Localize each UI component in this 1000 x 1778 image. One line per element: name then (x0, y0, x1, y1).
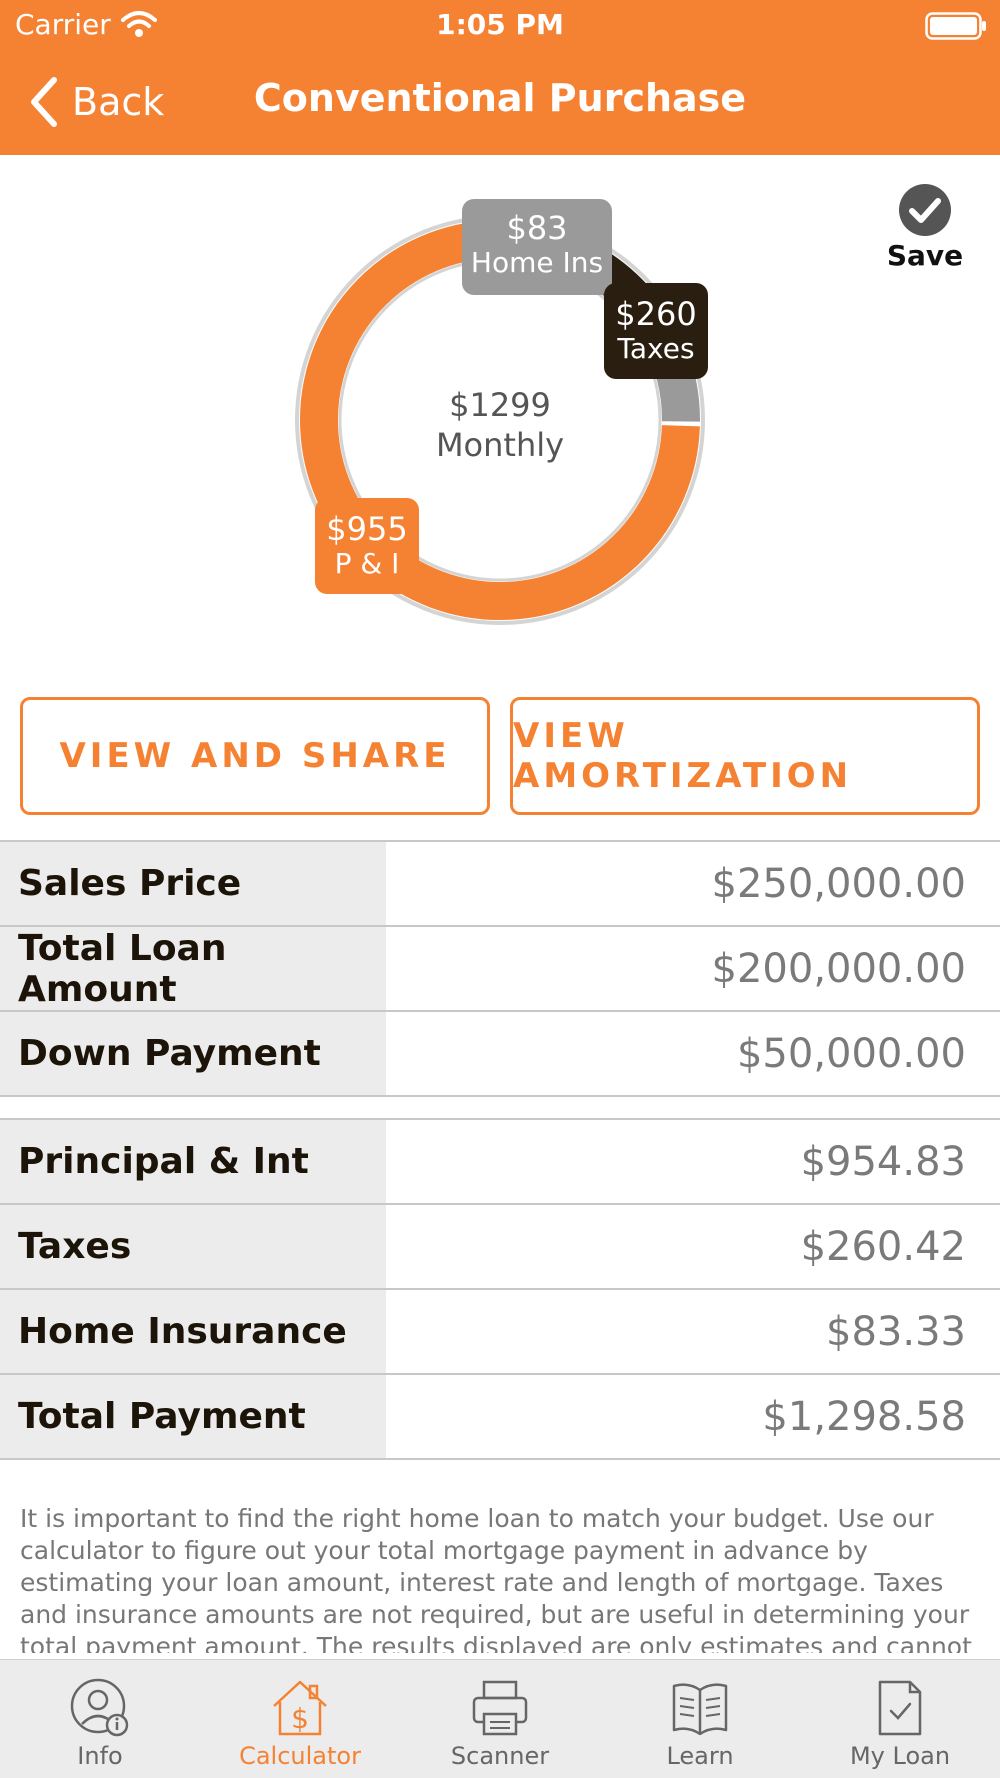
tab-calculator[interactable]: $ Calculator (200, 1660, 400, 1778)
checkmark-circle-icon (899, 184, 951, 236)
back-button[interactable]: Back (28, 74, 164, 130)
chart-label-taxes: $260 Taxes (604, 283, 708, 379)
row-value: $1,298.58 (762, 1393, 966, 1440)
table-row: Total Payment $1,298.58 (0, 1375, 1000, 1460)
chevron-left-icon (31, 77, 57, 127)
page-title: Conventional Purchase (253, 76, 747, 120)
save-label: Save (886, 239, 964, 272)
chart-label-name: P & I (334, 547, 400, 580)
row-value-input[interactable]: $250,000.00 (711, 860, 966, 907)
chart-label-value: $260 (615, 295, 697, 333)
payment-chart: $83 Home Ins $260 Taxes $955 P & I $1299… (0, 155, 1000, 675)
battery-icon (925, 12, 986, 40)
row-value-input[interactable]: $200,000.00 (711, 945, 966, 992)
row-value[interactable]: $954.83 (800, 1138, 966, 1185)
tab-learn[interactable]: Learn (600, 1660, 800, 1778)
tab-label: Scanner (450, 1742, 550, 1770)
row-label: Home Insurance (0, 1290, 386, 1373)
table-row: Total Loan Amount $200,000.00 (0, 927, 1000, 1012)
chart-label-pi: $955 P & I (315, 498, 419, 594)
chart-label-home-ins: $83 Home Ins (462, 199, 612, 295)
chart-label-value: $955 (326, 510, 408, 548)
tab-my-loan[interactable]: My Loan (800, 1660, 1000, 1778)
row-label: Sales Price (0, 842, 386, 925)
chart-center-total: $1299 Monthly (400, 385, 600, 465)
payment-table: Principal & Int $954.83 Taxes $260.42 Ho… (0, 1118, 1000, 1460)
row-label: Down Payment (0, 1012, 386, 1095)
house-dollar-icon: $ (273, 1680, 327, 1736)
row-value[interactable]: $260.42 (800, 1223, 966, 1270)
back-label: Back (72, 80, 165, 124)
save-button[interactable]: Save (880, 183, 970, 272)
row-label: Total Loan Amount (0, 927, 386, 1010)
row-label: Total Payment (0, 1375, 386, 1458)
chart-label-name: Home Ins (470, 246, 604, 279)
chart-label-name: Taxes (617, 332, 695, 365)
row-value-input[interactable]: $50,000.00 (736, 1030, 966, 1077)
tab-bar: Info $ Calculator Scanner (0, 1659, 1000, 1778)
table-row: Taxes $260.42 (0, 1205, 1000, 1290)
svg-text:$: $ (291, 1702, 309, 1735)
table-row: Home Insurance $83.33 (0, 1290, 1000, 1375)
table-row: Down Payment $50,000.00 (0, 1012, 1000, 1097)
view-and-share-button[interactable]: VIEW AND SHARE (20, 697, 490, 815)
tab-scanner[interactable]: Scanner (400, 1660, 600, 1778)
book-icon (672, 1683, 728, 1736)
monthly-total-label: Monthly (435, 426, 565, 464)
wifi-icon (121, 11, 157, 37)
row-label: Principal & Int (0, 1120, 386, 1203)
view-amortization-button[interactable]: VIEW AMORTIZATION (510, 697, 980, 815)
header: Carrier 1:05 PM Back Conventional Purcha… (0, 0, 1000, 155)
clock: 1:05 PM (436, 8, 564, 41)
table-row: Principal & Int $954.83 (0, 1120, 1000, 1205)
printer-icon (472, 1680, 528, 1736)
user-info-icon (70, 1678, 129, 1737)
tab-label: My Loan (849, 1742, 951, 1770)
chart-label-value: $83 (506, 209, 568, 247)
document-check-icon (878, 1680, 922, 1736)
tab-info[interactable]: Info (0, 1660, 200, 1778)
loan-table: Sales Price $250,000.00 Total Loan Amoun… (0, 840, 1000, 1097)
table-row: Sales Price $250,000.00 (0, 842, 1000, 927)
row-value[interactable]: $83.33 (826, 1308, 966, 1355)
disclaimer-text: It is important to find the right home l… (20, 1504, 972, 1653)
row-label: Taxes (0, 1205, 386, 1288)
carrier-label: Carrier (15, 8, 111, 41)
tab-label: Learn (666, 1742, 734, 1770)
tab-label: Info (77, 1742, 123, 1770)
monthly-total-value: $1299 (449, 386, 551, 424)
status-bar: Carrier 1:05 PM (0, 0, 1000, 50)
tab-label: Calculator (239, 1742, 361, 1770)
